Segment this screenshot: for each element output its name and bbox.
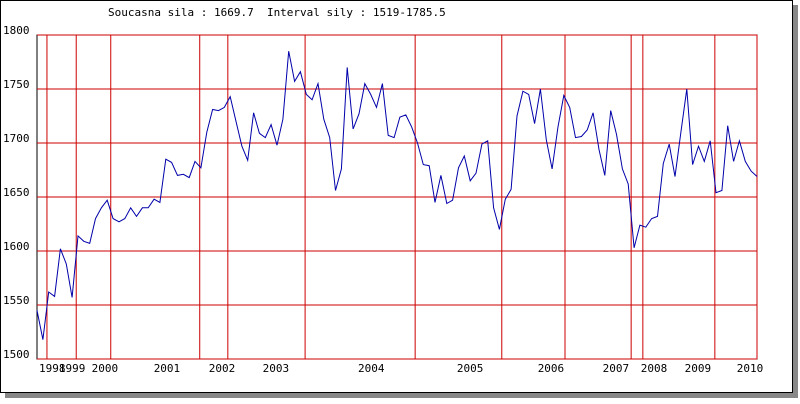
y-tick-label: 1500 [3, 348, 30, 361]
y-tick-label: 1750 [3, 78, 30, 91]
x-tick-label: 2004 [358, 362, 385, 375]
x-tick-label: 2001 [154, 362, 181, 375]
x-tick-label: 2007 [603, 362, 630, 375]
x-tick-label: 2003 [263, 362, 290, 375]
x-tick-label: 2006 [538, 362, 565, 375]
x-tick-label: 2005 [457, 362, 484, 375]
x-tick-label: 2010 [737, 362, 764, 375]
x-tick-label: 2002 [209, 362, 236, 375]
x-tick-label: 2008 [641, 362, 668, 375]
y-tick-label: 1550 [3, 294, 30, 307]
x-tick-label: 1998 [39, 362, 66, 375]
x-tick-label: 2000 [92, 362, 119, 375]
y-tick-label: 1600 [3, 240, 30, 253]
y-tick-label: 1650 [3, 186, 30, 199]
y-tick-label: 1700 [3, 132, 30, 145]
rating-line [36, 51, 758, 340]
x-tick-label: 1999 [59, 362, 86, 375]
y-tick-label: 1800 [3, 24, 30, 37]
x-tick-label: 2009 [685, 362, 712, 375]
chart-title: Soucasna sila : 1669.7 Interval sily : 1… [108, 6, 446, 19]
